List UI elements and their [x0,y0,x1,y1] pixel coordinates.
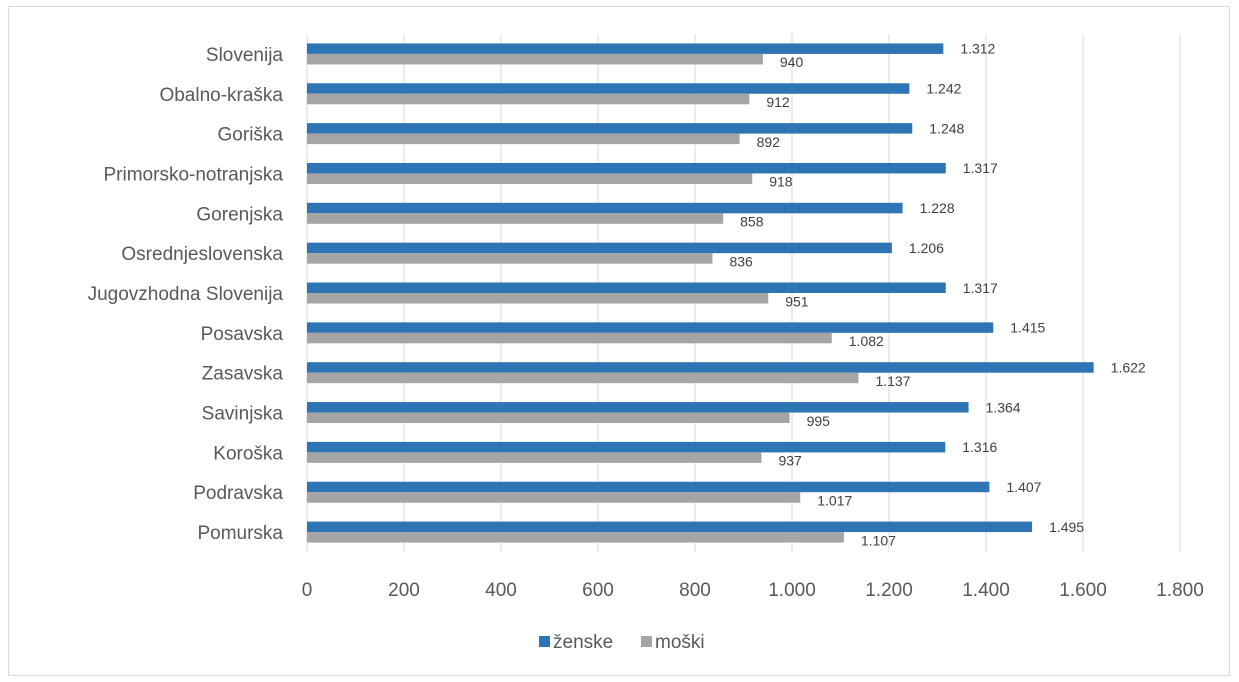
data-label-moski-5: 836 [729,253,753,269]
data-label-moski-12: 1.107 [861,532,896,548]
bar-zenske-2 [307,123,913,134]
data-label-zenske-0: 1.312 [960,41,995,57]
category-label-6: Jugovzhodna Slovenija [88,284,284,305]
data-label-moski-8: 1.137 [875,373,910,389]
legend-swatch-zenske [539,636,550,647]
data-label-moski-0: 940 [780,54,804,70]
data-label-zenske-11: 1.407 [1006,479,1041,495]
x-tick-label-9: 1.800 [1156,580,1204,601]
category-label-0: Slovenija [206,45,284,66]
x-tick-label-8: 1.600 [1059,580,1107,601]
bar-moski-5 [307,253,713,264]
data-label-moski-4: 858 [740,214,764,230]
category-label-1: Obalno-kraška [159,85,283,106]
bar-zenske-10 [307,441,946,453]
bar-zenske-12 [307,521,1033,533]
bar-moski-7 [307,332,832,344]
legend-swatch-moski [641,636,652,647]
bar-moski-3 [307,173,753,184]
bar-zenske-4 [307,202,903,214]
x-tick-label-3: 600 [582,580,614,601]
x-tick-label-4: 800 [679,580,711,601]
data-label-zenske-2: 1.248 [929,120,964,136]
bar-moski-8 [307,372,859,384]
legend: ženske moški [539,632,705,653]
category-label-3: Primorsko-notranjska [104,164,284,185]
category-label-4: Gorenjska [196,204,283,225]
bar-moski-4 [307,213,724,224]
data-label-zenske-12: 1.495 [1049,519,1084,535]
x-tick-label-5: 1.000 [768,580,816,601]
data-label-moski-6: 951 [785,293,809,309]
data-label-moski-10: 937 [778,453,802,469]
x-tick-labels: 0 200 400 600 800 1.000 1.200 1.400 1.600 1.800 [302,580,1204,601]
legend-label-moski: moški [655,632,705,653]
category-label-2: Goriška [218,125,284,146]
category-label-9: Savinjska [202,404,284,425]
bar-moski-12 [307,532,844,543]
bar-moski-1 [307,93,750,105]
bars [307,43,1094,543]
bar-zenske-7 [307,322,994,333]
data-label-zenske-3: 1.317 [963,160,998,176]
data-label-zenske-6: 1.317 [963,280,998,296]
data-label-moski-11: 1.017 [817,492,852,508]
data-label-moski-1: 912 [766,94,790,110]
data-label-zenske-10: 1.316 [962,439,997,455]
bar-zenske-5 [307,242,892,254]
data-labels: 1.312 940 1.242 912 1.248 892 1.317 918 1.228 858… [729,41,1145,549]
x-tick-label-7: 1.400 [962,580,1010,601]
x-tick-label-2: 400 [485,580,517,601]
bar-moski-11 [307,492,801,503]
category-label-11: Podravska [193,483,283,504]
bar-moski-10 [307,452,762,463]
legend-label-zenske: ženske [553,632,613,653]
bar-zenske-1 [307,83,910,94]
bar-zenske-8 [307,362,1094,373]
bar-moski-9 [307,412,790,424]
bar-zenske-3 [307,162,946,174]
category-label-7: Posavska [201,324,284,345]
bar-zenske-0 [307,43,944,54]
category-label-8: Zasavska [202,364,284,385]
category-label-10: Koroška [213,443,283,464]
category-label-5: Osrednjeslovenska [121,244,283,265]
data-label-moski-9: 995 [807,413,831,429]
data-label-zenske-9: 1.364 [986,399,1021,415]
bar-moski-2 [307,133,740,145]
data-label-moski-3: 918 [769,174,793,190]
x-tick-label-0: 0 [302,580,313,601]
bar-zenske-6 [307,282,946,293]
gridlines [306,34,1181,552]
bar-zenske-11 [307,481,990,493]
data-label-moski-2: 892 [757,134,781,150]
data-label-zenske-1: 1.242 [926,81,961,97]
x-tick-label-6: 1.200 [865,580,913,601]
bar-moski-0 [307,53,763,65]
category-labels: Slovenija Obalno-kraška Goriška Primorsko-n… [88,45,284,544]
bar-zenske-9 [307,402,969,413]
data-label-moski-7: 1.082 [849,333,884,349]
data-label-zenske-7: 1.415 [1010,320,1045,336]
x-tick-label-1: 200 [388,580,420,601]
category-label-12: Pomurska [197,523,283,544]
bar-moski-6 [307,293,769,304]
data-label-zenske-5: 1.206 [909,240,944,256]
data-label-zenske-4: 1.228 [920,200,955,216]
data-label-zenske-8: 1.622 [1111,359,1146,375]
